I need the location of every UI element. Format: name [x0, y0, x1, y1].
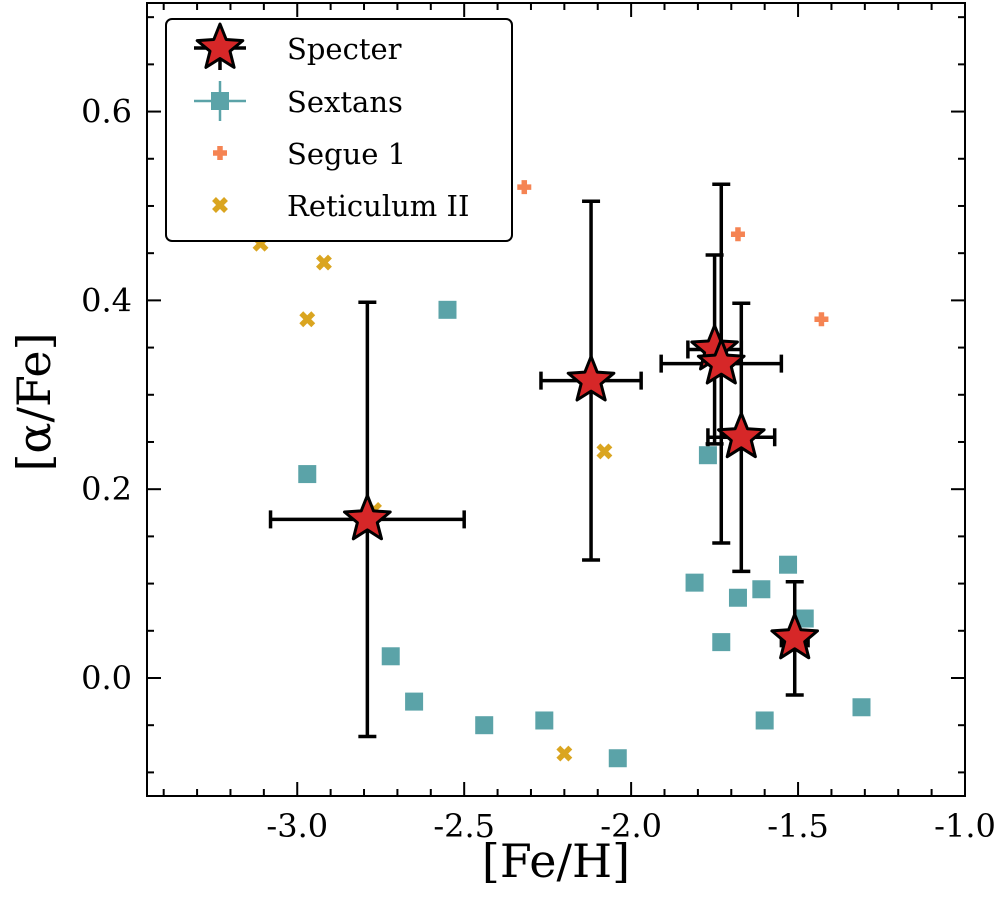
x-axis-label: [Fe/H]: [482, 834, 630, 888]
legend-label-sextans: Sextans: [287, 85, 403, 119]
legend-star: [195, 22, 245, 69]
star-point: [770, 612, 819, 660]
square-point: [755, 711, 774, 730]
square-point: [475, 716, 494, 735]
legend-plus-marker: [213, 146, 227, 160]
legend-entry-reticulum-ii: Reticulum II: [212, 189, 469, 223]
square-point: [608, 749, 627, 768]
legend-entry-sextans: Sextans: [194, 81, 403, 121]
legend-entry-segue-1: Segue 1: [213, 137, 406, 171]
data-points: [252, 180, 871, 768]
x-point: [316, 254, 332, 271]
y-tick-label: 0.4: [81, 281, 132, 319]
plus-point: [517, 180, 532, 195]
y-tick-label: 0.2: [81, 470, 132, 508]
legend-star-marker: [194, 22, 246, 70]
square-point: [779, 555, 798, 574]
legend-label-segue-1: Segue 1: [287, 137, 406, 171]
legend: Specter Sextans Segue 1 Reticulum II: [165, 18, 513, 242]
square-point: [405, 692, 424, 711]
legend-x-marker: [212, 197, 228, 213]
plus-point: [730, 227, 745, 242]
square-point: [535, 711, 554, 730]
star-point: [717, 411, 766, 459]
star-point: [696, 338, 746, 385]
legend-box: [165, 18, 513, 242]
legend-label-reticulum-ii: Reticulum II: [287, 189, 469, 223]
plus-point: [814, 312, 829, 327]
axis-ticks: [147, 3, 966, 796]
square-point: [795, 609, 814, 628]
y-tick-label: 0.6: [81, 93, 132, 131]
x-tick-label: -1.5: [767, 807, 829, 845]
square-point: [298, 465, 317, 484]
square-point: [752, 580, 771, 599]
square-point: [438, 300, 457, 319]
y-tick-label: 0.0: [81, 659, 132, 697]
legend-plus: [213, 146, 227, 160]
star-point: [343, 493, 392, 541]
square-point: [712, 633, 731, 652]
x-point: [299, 311, 316, 328]
square-point: [685, 573, 704, 592]
x-point: [596, 443, 613, 460]
square-point: [381, 647, 400, 666]
y-axis-label: [α/Fe]: [7, 332, 61, 471]
legend-label-specter: Specter: [287, 32, 402, 66]
tick-labels: -3.0 -2.5 -2.0 -1.5 -1.0 0.0 0.2 0.4 0.6: [81, 93, 996, 845]
x-point: [556, 745, 573, 762]
square-point: [728, 588, 747, 607]
legend-entry-specter: Specter: [194, 22, 402, 70]
x-tick-label: -2.5: [433, 807, 495, 845]
x-tick-label: -3.0: [266, 807, 328, 845]
x-tick-label: -2.0: [600, 807, 662, 845]
legend-square: [211, 92, 229, 110]
square-point: [698, 446, 717, 465]
star-point: [566, 355, 616, 402]
x-tick-label: -1.0: [934, 807, 996, 845]
square-point: [852, 698, 871, 717]
plot-frame: [146, 2, 966, 797]
legend-x: [212, 197, 228, 213]
legend-square-marker: [194, 81, 246, 121]
